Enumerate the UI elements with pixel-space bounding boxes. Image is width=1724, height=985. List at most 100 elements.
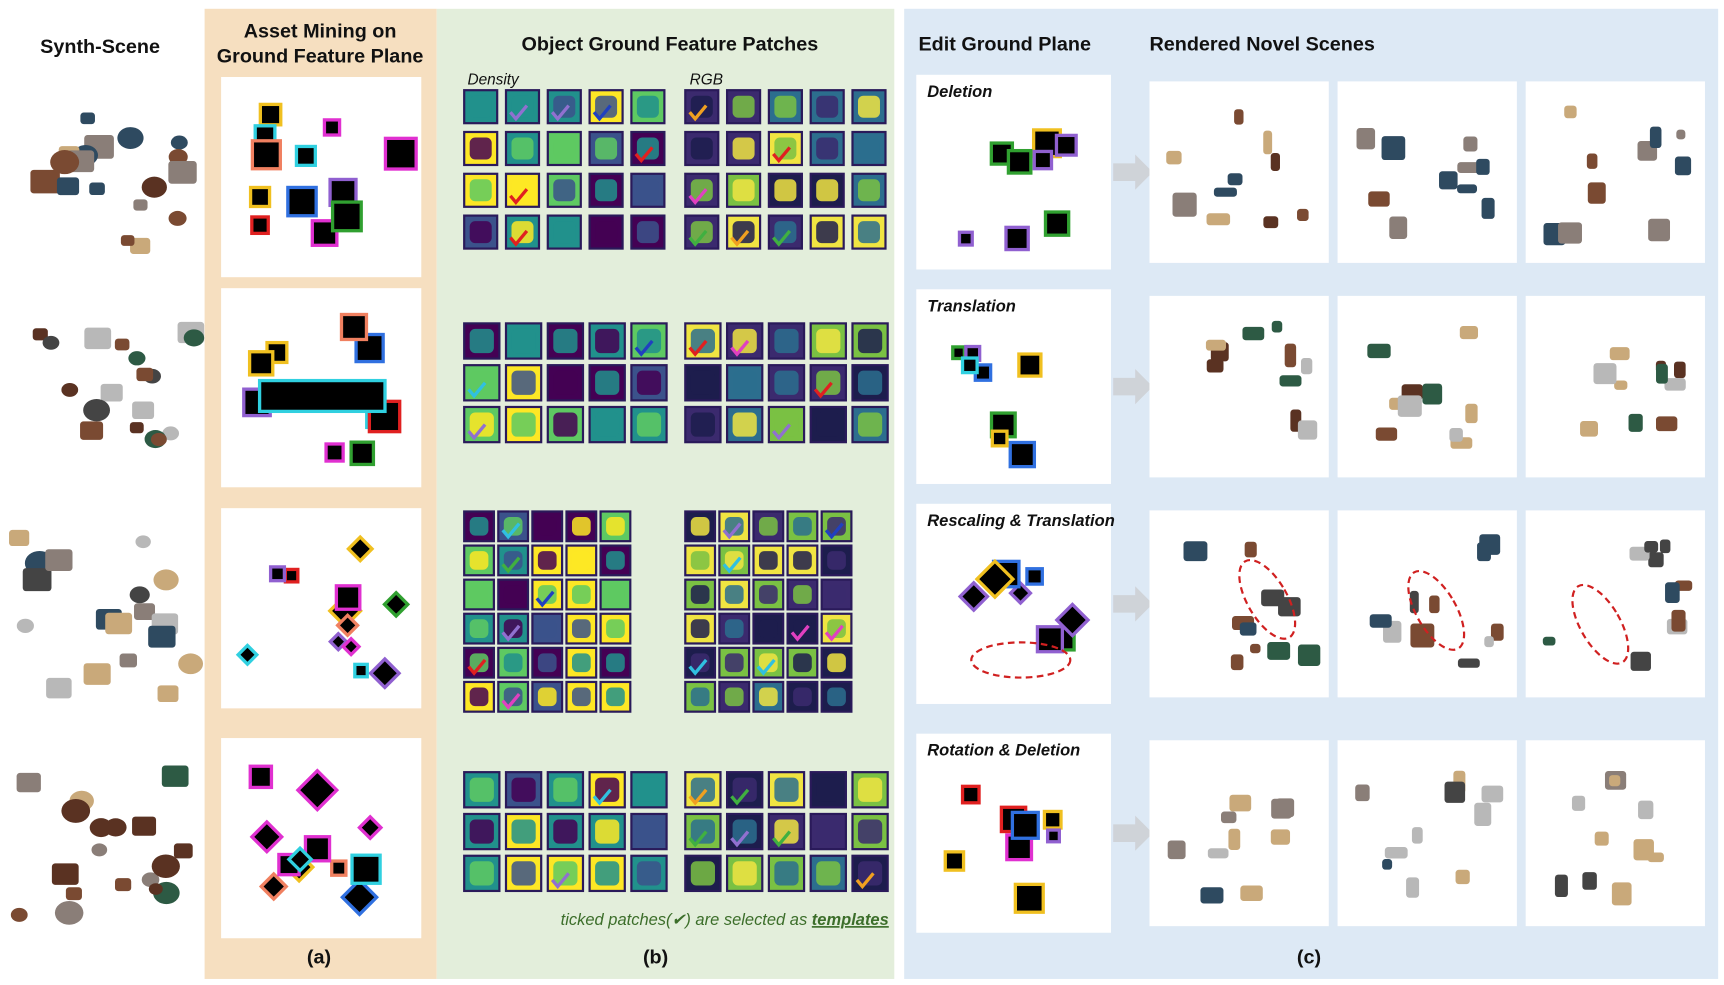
feature-patch-inner bbox=[774, 819, 799, 844]
tick-mark bbox=[688, 658, 708, 676]
feature-patch-inner bbox=[724, 585, 744, 604]
feature-patch-inner bbox=[636, 819, 662, 844]
feature-patch-inner bbox=[816, 179, 839, 202]
furniture bbox=[1227, 173, 1243, 186]
object-footprint bbox=[1032, 149, 1054, 171]
furniture bbox=[1484, 636, 1494, 648]
object-footprint bbox=[357, 814, 384, 841]
feature-patch-inner bbox=[732, 861, 757, 886]
feature-patch-inner bbox=[732, 95, 755, 118]
feature-patch-inner bbox=[827, 551, 846, 570]
object-footprint bbox=[248, 764, 274, 790]
feature-patch-inner bbox=[857, 328, 883, 354]
feature-patch-inner bbox=[816, 95, 839, 118]
feature-patch-inner bbox=[793, 619, 812, 638]
object-footprint bbox=[247, 350, 275, 377]
furniture bbox=[1239, 622, 1257, 636]
feature-patch-inner bbox=[827, 653, 846, 673]
object-footprint bbox=[349, 440, 376, 467]
furniture bbox=[1213, 187, 1237, 197]
feature-patch-inner bbox=[636, 328, 662, 354]
furniture bbox=[10, 907, 28, 922]
feature-patch-inner bbox=[827, 687, 846, 707]
object-footprint bbox=[248, 185, 272, 209]
furniture bbox=[80, 112, 95, 125]
caption-emphasis: templates bbox=[812, 911, 889, 929]
object-footprint bbox=[1006, 148, 1033, 175]
operation-label: Deletion bbox=[927, 83, 992, 101]
furniture bbox=[1271, 320, 1283, 333]
feature-patch-inner bbox=[690, 328, 715, 354]
furniture bbox=[91, 843, 108, 857]
feature-patch-inner bbox=[571, 687, 591, 707]
caption: ticked patches(✔) are selected as templa… bbox=[561, 911, 889, 929]
furniture bbox=[1659, 539, 1671, 554]
object-footprint bbox=[368, 656, 402, 690]
tick-mark bbox=[688, 830, 708, 848]
tick-mark bbox=[501, 693, 521, 710]
furniture bbox=[114, 338, 130, 351]
tick-mark bbox=[772, 146, 792, 164]
tick-mark bbox=[688, 229, 708, 247]
image-frame bbox=[916, 503, 1111, 704]
object-footprint bbox=[957, 580, 990, 613]
feature-patch-inner bbox=[606, 585, 625, 604]
feature-patch-inner bbox=[690, 179, 713, 202]
furniture bbox=[1455, 869, 1470, 885]
feature-patch-inner bbox=[553, 221, 576, 244]
tick-mark bbox=[722, 556, 742, 574]
feature-patch-inner bbox=[571, 551, 591, 570]
object-footprint bbox=[1042, 809, 1063, 830]
feature-patch-inner bbox=[724, 516, 744, 536]
object-footprint bbox=[250, 139, 282, 171]
furniture bbox=[1477, 542, 1491, 562]
furniture bbox=[173, 843, 193, 859]
feature-patch-inner bbox=[690, 412, 715, 437]
furniture bbox=[1586, 153, 1598, 169]
object-footprint bbox=[330, 859, 348, 877]
furniture bbox=[1609, 775, 1621, 787]
object-footprint bbox=[974, 558, 1016, 600]
furniture bbox=[1457, 658, 1480, 668]
feature-patch-inner bbox=[636, 95, 659, 118]
furniture bbox=[168, 210, 187, 226]
object-footprint bbox=[1017, 352, 1043, 378]
furniture bbox=[151, 854, 180, 878]
feature-patch-inner bbox=[571, 653, 591, 673]
feature-patch bbox=[718, 680, 751, 713]
furniture bbox=[83, 663, 111, 685]
furniture bbox=[1228, 828, 1241, 850]
furniture bbox=[80, 421, 104, 440]
feature-patch-inner bbox=[503, 516, 523, 536]
feature-patch-inner bbox=[469, 819, 494, 844]
furniture bbox=[1297, 420, 1318, 440]
furniture bbox=[16, 618, 34, 634]
feature-patch-inner bbox=[816, 137, 839, 160]
feature-patch-inner bbox=[758, 516, 778, 536]
object-footprint bbox=[322, 118, 342, 137]
feature-patch-inner bbox=[690, 551, 710, 570]
feature-patch-inner bbox=[503, 619, 523, 638]
furniture bbox=[1206, 359, 1224, 373]
sub-label: Density bbox=[467, 72, 520, 89]
furniture bbox=[54, 901, 84, 925]
feature-patch-inner bbox=[469, 412, 494, 437]
furniture bbox=[1593, 363, 1617, 385]
object-footprint bbox=[249, 819, 285, 855]
feature-patch-inner bbox=[511, 179, 534, 202]
furniture bbox=[1267, 642, 1291, 660]
furniture bbox=[89, 818, 113, 838]
furniture bbox=[1457, 184, 1478, 194]
object-footprint bbox=[1054, 133, 1078, 157]
column-title: Object Ground Feature Patches bbox=[521, 34, 818, 56]
tick-mark bbox=[730, 788, 750, 806]
rendered-scene bbox=[1525, 510, 1705, 698]
feature-patch-inner bbox=[690, 687, 710, 707]
feature-patch-inner bbox=[732, 412, 757, 437]
object-footprint bbox=[382, 590, 411, 619]
tick-mark bbox=[501, 624, 521, 642]
feature-patch-inner bbox=[774, 179, 797, 202]
furniture bbox=[130, 237, 151, 254]
object-footprint bbox=[1013, 882, 1045, 914]
